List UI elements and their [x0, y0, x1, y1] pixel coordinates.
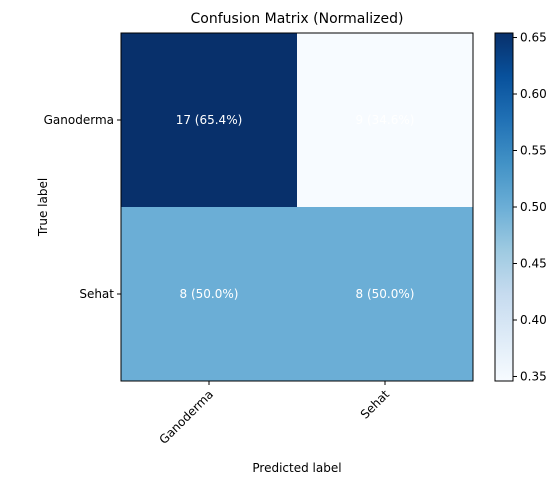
x-tick-label: Sehat — [358, 387, 393, 422]
colorbar-tick-label: 0.50 — [520, 200, 547, 214]
colorbar-tick-label: 0.65 — [520, 31, 547, 45]
colorbar-ticks: 0.35 0.40 0.45 0.50 0.55 0.60 0.65 — [513, 31, 547, 383]
y-tick-label: Ganoderma — [44, 113, 114, 127]
y-axis-label: True label — [36, 178, 50, 237]
x-tick-label: Ganoderma — [156, 387, 216, 447]
x-axis-label: Predicted label — [252, 461, 341, 475]
cell-label-1-1: 8 (50.0%) — [356, 287, 415, 301]
cell-label-0-0: 17 (65.4%) — [176, 113, 243, 127]
heatmap-frame — [120, 32, 474, 382]
heatmap-cells — [121, 33, 473, 381]
colorbar-tick-label: 0.35 — [520, 369, 547, 383]
cell-label-1-0: 8 (50.0%) — [180, 287, 239, 301]
colorbar-tick-label: 0.60 — [520, 87, 547, 101]
colorbar-tick-label: 0.45 — [520, 256, 547, 270]
heatmap-cell-0-0 — [121, 33, 297, 207]
heatmap-cell-0-1 — [297, 33, 473, 207]
heatmap-cell-1-1 — [297, 207, 473, 381]
cell-labels: 17 (65.4%) 9 (34.6%) 8 (50.0%) 8 (50.0%) — [176, 113, 415, 301]
colorbar — [494, 32, 514, 382]
y-axis-ticks: Ganoderma Sehat — [44, 113, 121, 301]
colorbar-tick-label: 0.55 — [520, 144, 547, 158]
y-tick-label: Sehat — [79, 287, 114, 301]
chart-title: Confusion Matrix (Normalized) — [191, 11, 404, 27]
x-axis-ticks: Ganoderma Sehat — [156, 381, 392, 447]
cell-label-0-1: 9 (34.6%) — [356, 113, 415, 127]
heatmap-cell-1-0 — [121, 207, 297, 381]
colorbar-tick-label: 0.40 — [520, 313, 547, 327]
